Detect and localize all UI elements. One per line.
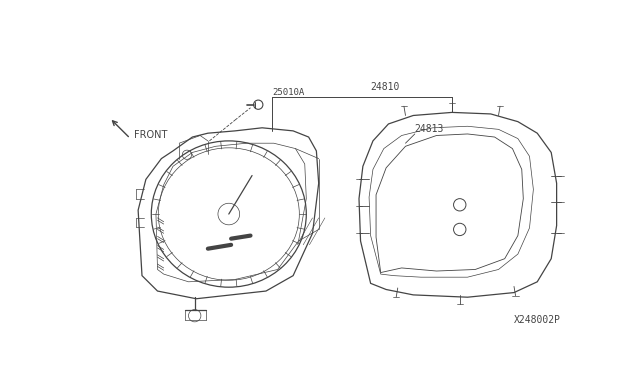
Text: 24813: 24813 <box>415 124 444 134</box>
Text: FRONT: FRONT <box>134 131 168 141</box>
Text: 25010A: 25010A <box>272 88 305 97</box>
Text: 24810: 24810 <box>370 82 399 92</box>
Text: X248002P: X248002P <box>514 315 561 325</box>
